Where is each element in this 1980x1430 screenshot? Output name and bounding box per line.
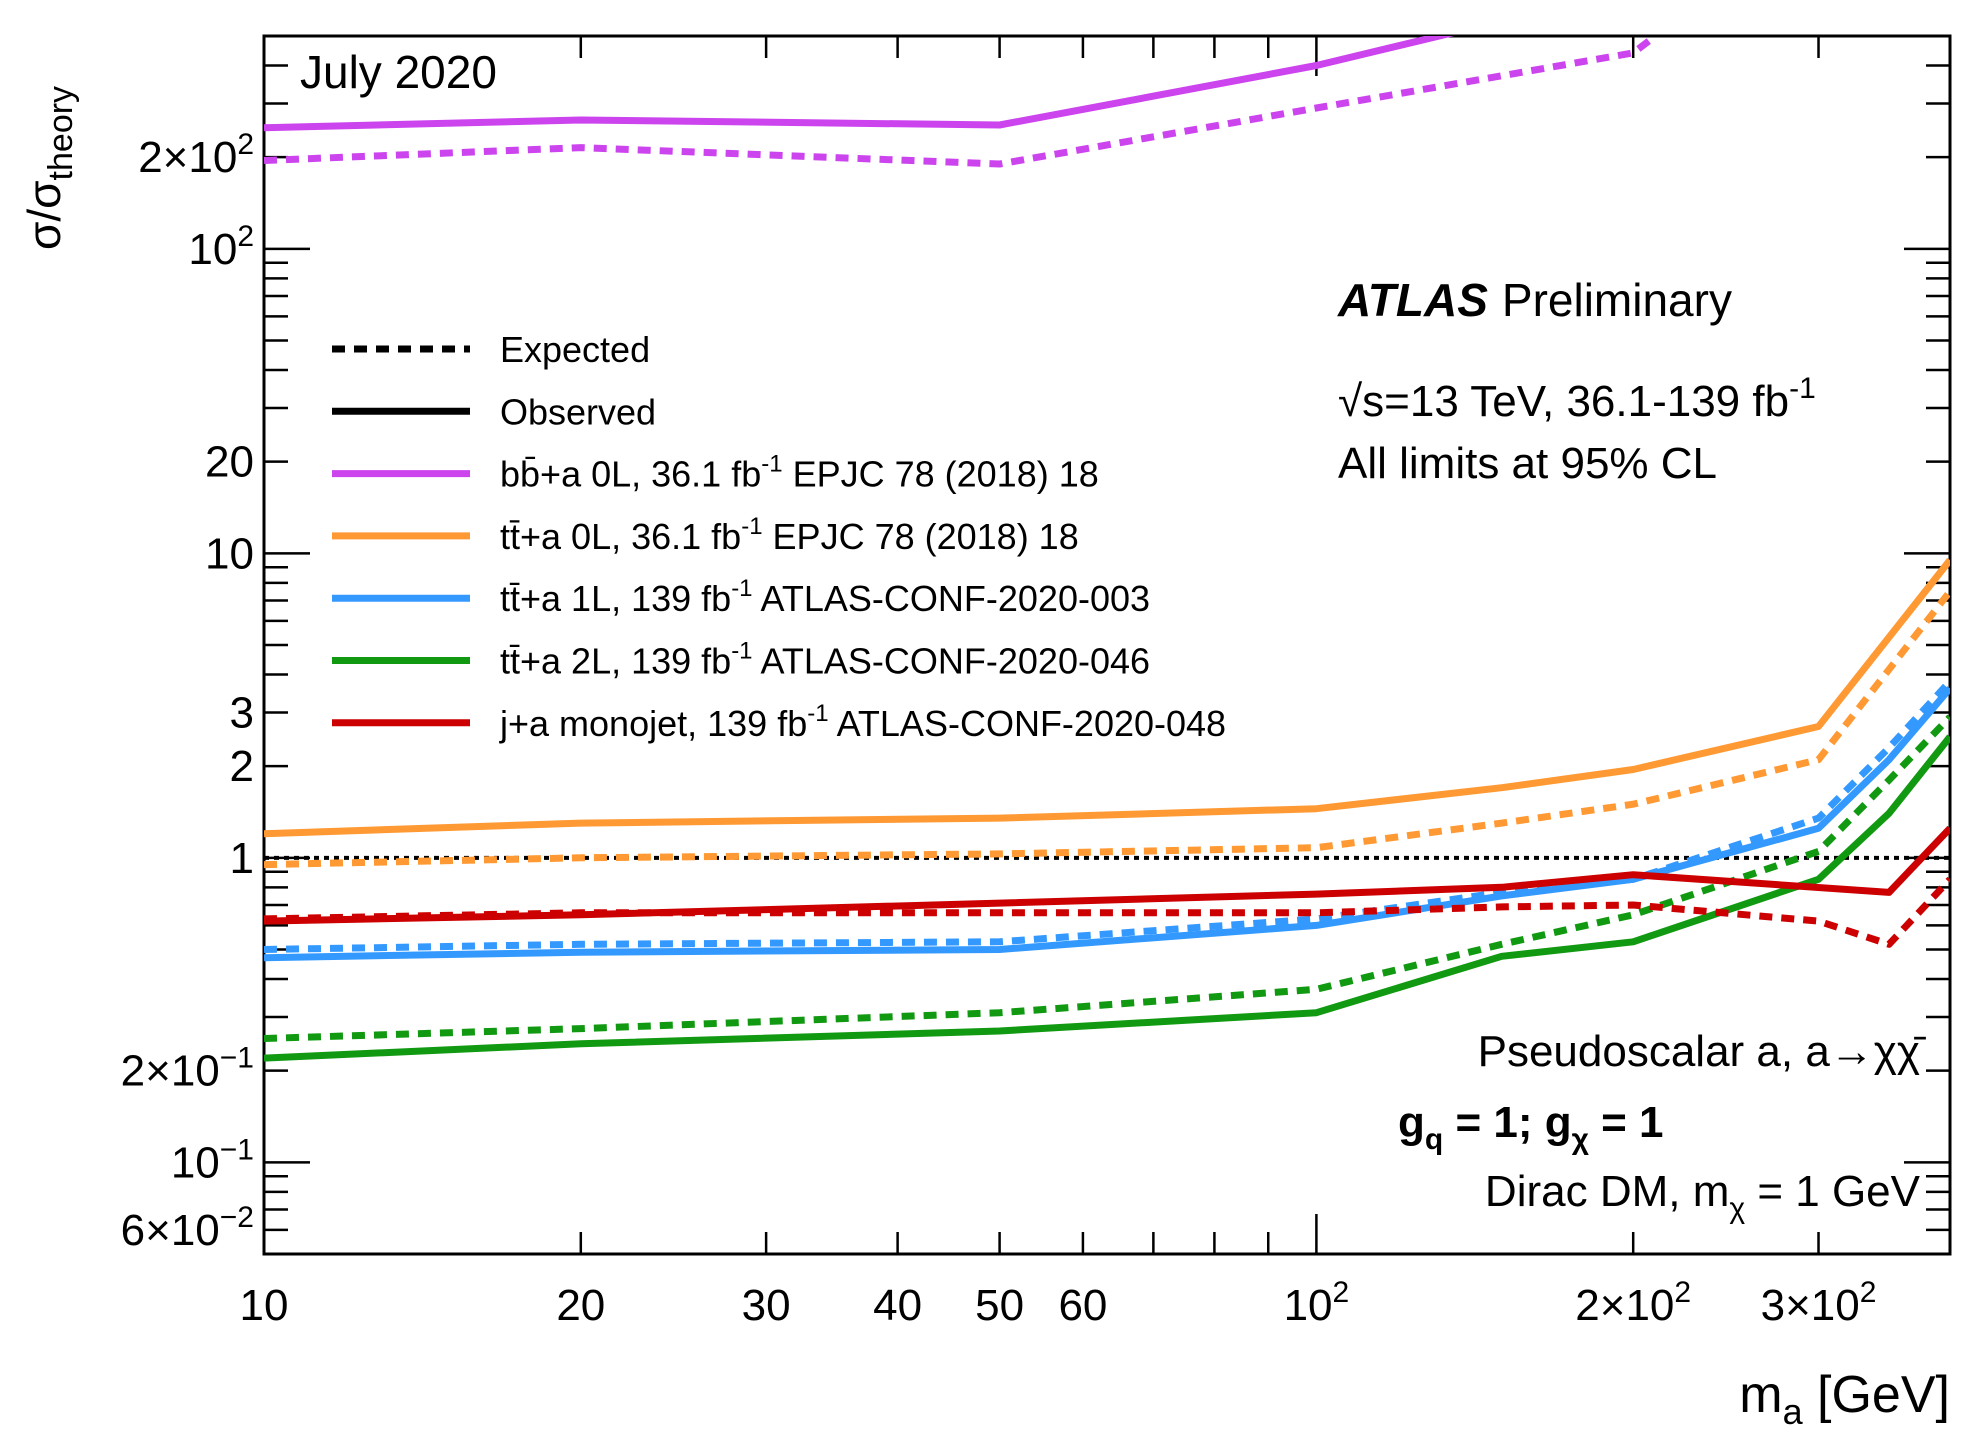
legend-label: tt̄+a 2L, 139 fb-1 ATLAS-CONF-2020-046 (500, 638, 1150, 682)
y-tick-label: 6×10−2 (121, 1201, 254, 1255)
y-tick-label: 10 (205, 529, 254, 578)
x-tick-label: 40 (873, 1281, 922, 1330)
dm-label: Dirac DM, mχ = 1 GeV (1485, 1167, 1921, 1225)
x-tick-label: 30 (742, 1281, 791, 1330)
legend-label: Observed (500, 391, 656, 432)
expected-limit-line (264, 36, 1658, 168)
y-tick-label: 3 (230, 689, 254, 738)
y-tick-label: 2×10−1 (121, 1042, 254, 1096)
limit-curves (264, 36, 1950, 1062)
x-tick-labels: 10 20 30 40 50 60 102 2×102 3×102 (240, 1276, 1877, 1330)
expected-limit-line (264, 589, 1950, 869)
x-tick-label: 60 (1058, 1281, 1107, 1330)
x-tick-label: 50 (975, 1281, 1024, 1330)
axis-ticks (262, 34, 1952, 1256)
legend-label: tt̄+a 0L, 36.1 fb-1 EPJC 78 (2018) 18 (500, 513, 1079, 557)
expected-limit-line (264, 714, 1950, 1042)
x-tick-label: 10 (240, 1281, 289, 1330)
y-tick-label: 102 (188, 220, 254, 274)
legend-label: tt̄+a 1L, 139 fb-1 ATLAS-CONF-2020-003 (500, 575, 1150, 619)
expected-limit-line (264, 876, 1950, 948)
x-axis-label: ma [GeV] (1739, 1366, 1950, 1430)
legend-label: Expected (500, 329, 650, 370)
legend-label: j+a monojet, 139 fb-1 ATLAS-CONF-2020-04… (499, 700, 1226, 744)
x-tick-label: 20 (556, 1281, 605, 1330)
x-tick-label: 3×102 (1761, 1276, 1877, 1330)
couplings-label: gq = 1; gχ = 1 (1398, 1098, 1664, 1156)
y-tick-label: 10−1 (171, 1133, 254, 1187)
cl-label: All limits at 95% CL (1338, 439, 1717, 488)
energy-label: √s=13 TeV, 36.1-139 fb-1 (1338, 372, 1816, 426)
expected-limit-line (264, 678, 1950, 953)
legend-label: bb̄+a 0L, 36.1 fb-1 EPJC 78 (2018) 18 (500, 451, 1099, 495)
experiment-label: ATLAS Preliminary (1337, 274, 1732, 326)
observed-limit-line (264, 36, 1455, 132)
date-label: July 2020 (300, 46, 497, 98)
y-tick-label: 2 (230, 742, 254, 791)
observed-limit-line (264, 734, 1950, 1062)
x-tick-label: 2×102 (1575, 1276, 1691, 1330)
y-axis-label: σ/σtheory (18, 86, 80, 250)
y-tick-label: 1 (230, 834, 254, 883)
model-label: Pseudoscalar a, a→χχ̄ (1478, 1027, 1926, 1076)
y-tick-labels: 6×10−2 10−1 2×10−1 1 23 10 20 102 2×102 (121, 128, 254, 1255)
y-tick-label: 2×102 (138, 128, 254, 182)
y-tick-label: 20 (205, 438, 254, 487)
legend: Expected Observed bb̄+a 0L, 36.1 fb-1 EPJC… (332, 329, 1226, 744)
x-tick-label: 102 (1284, 1276, 1350, 1330)
observed-limit-line (264, 557, 1950, 838)
